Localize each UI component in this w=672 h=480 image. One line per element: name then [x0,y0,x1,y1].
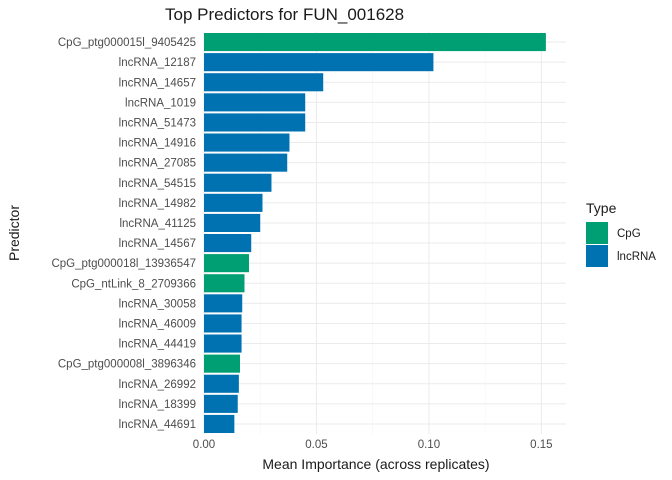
legend: Type CpG lncRNA [586,200,656,267]
bar [204,394,238,413]
bar [204,254,249,273]
y-tick-label: lncRNA_14982 [119,198,196,210]
bar [204,334,242,353]
bar [204,93,306,112]
y-tick-labels: CpG_ptg000015l_9405425 lncRNA_12187 lncRNA… [51,37,196,431]
bar [204,53,434,72]
bars-group [204,33,546,433]
y-tick-label: lncRNA_14567 [119,238,196,250]
y-tick-label: lncRNA_1019 [125,97,196,109]
bar [204,33,546,52]
bar [204,374,239,393]
bar [204,213,261,232]
bar [204,234,252,253]
y-tick-label: lncRNA_51473 [119,117,196,129]
bar [204,414,235,433]
bar [204,314,242,333]
bar [204,73,324,92]
x-axis-title: Mean Importance (across replicates) [262,456,489,472]
x-tick-label: 0.00 [193,439,215,451]
bar [204,133,290,152]
y-tick-label: lncRNA_27085 [119,158,196,170]
x-tick-labels: 0.00 0.05 0.10 0.15 [193,439,553,451]
y-tick-label: lncRNA_12187 [119,57,196,69]
bar [204,354,240,373]
y-tick-label: CpG_ptg000008l_3896346 [58,359,196,371]
bar [204,153,288,172]
y-axis-title: Predictor [6,205,22,261]
y-tick-label: lncRNA_30058 [119,298,196,310]
bar [204,173,272,192]
y-tick-label: lncRNA_44419 [119,339,196,351]
y-tick-label: lncRNA_14916 [119,138,196,150]
bar [204,294,243,313]
bar [204,193,263,212]
x-tick-label: 0.10 [418,439,440,451]
legend-swatch-lncrna [586,245,608,267]
y-tick-label: lncRNA_46009 [119,318,196,330]
legend-title: Type [586,200,617,216]
x-tick-label: 0.05 [305,439,327,451]
y-tick-label: lncRNA_26992 [119,379,196,391]
legend-label-lncrna: lncRNA [617,251,656,263]
y-tick-label: CpG_ntLink_8_2709366 [71,278,196,290]
y-tick-label: lncRNA_41125 [119,218,196,230]
x-tick-label: 0.15 [530,439,552,451]
bar [204,113,306,132]
legend-label-cpg: CpG [617,228,641,240]
y-tick-label: lncRNA_44691 [119,419,196,431]
y-tick-label: lncRNA_18399 [119,399,196,411]
grid-lines [203,32,566,434]
y-tick-label: lncRNA_54515 [119,178,196,190]
y-tick-label: CpG_ptg000018l_13936547 [51,258,196,270]
bar [204,274,245,293]
y-tick-label: CpG_ptg000015l_9405425 [58,37,196,49]
y-tick-label: lncRNA_14657 [119,77,196,89]
legend-swatch-cpg [586,222,608,244]
chart-title: Top Predictors for FUN_001628 [165,5,404,24]
